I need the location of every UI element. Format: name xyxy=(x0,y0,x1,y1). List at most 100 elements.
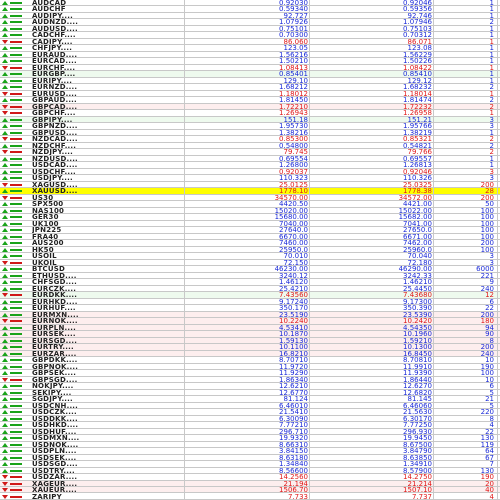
table-row[interactable]: USDDKK.... 6.30090 6.30170 8 xyxy=(0,416,500,423)
ask-cell: 1.50226 xyxy=(403,58,432,65)
table-row[interactable]: USDCNH.... 6.46010 6.46060 5 xyxy=(0,403,500,410)
table-row[interactable]: EURGBP.... 0.85401 0.85410 1 xyxy=(0,71,500,78)
table-row[interactable]: XAUUSD.... 1778.10 1778.38 28 xyxy=(0,188,500,195)
table-row[interactable]: GBPSGD.... 1.86340 1.86440 10 xyxy=(0,376,500,384)
table-row[interactable]: USDCHF.... 0.92037 0.92046 3 xyxy=(0,168,500,176)
table-row[interactable]: USDPLN.... 3.84150 3.84790 64 xyxy=(0,448,500,455)
table-row[interactable]: EURCAD.... 1.50210 1.50226 1 xyxy=(0,58,500,65)
table-row[interactable]: USOIL 70.010 70.040 3 xyxy=(0,253,500,260)
bid-cell: 4.53410 xyxy=(279,324,308,332)
symbol-cell: FRA40 xyxy=(32,233,59,241)
table-row[interactable]: GBPJPY.... 151.18 151.21 3 xyxy=(0,116,500,124)
table-row[interactable]: XAGUSD.... 25.0125 25.0325 200 xyxy=(0,182,500,189)
ask-cell: 8.63850 xyxy=(403,454,432,462)
table-row[interactable]: EURHUF.... 350.170 350.390 22 xyxy=(0,305,500,312)
table-row[interactable]: CADJPY.... 86.060 86.071 1 xyxy=(0,39,500,46)
table-row[interactable]: EURCZK.... 25.4210 25.4450 240 xyxy=(0,286,500,293)
table-row[interactable]: AUDUSD.... 0.75101 0.75103 1 xyxy=(0,26,500,33)
table-row[interactable]: ETHUSD.... 3240.12 3242.33 221 xyxy=(0,273,500,280)
table-row[interactable]: NOKJPY.... 12.6210 12.6270 6 xyxy=(0,383,500,390)
table-row[interactable]: CHFJPY.... 123.05 123.08 1 xyxy=(0,45,500,52)
symbol-cell: USDCHF.... xyxy=(32,168,76,176)
table-row[interactable]: USDCZK.... 21.5410 21.5630 220 xyxy=(0,409,500,416)
table-row[interactable]: GBPSEK.... 11.9290 11.9390 100 xyxy=(0,370,500,377)
table-row[interactable]: EURPLN.... 4.53410 4.54350 94 xyxy=(0,324,500,332)
table-row[interactable]: USDCAD.... 1.26800 1.26813 1 xyxy=(0,162,500,169)
spread-cell: 130 xyxy=(480,467,494,475)
table-row[interactable]: GBPAUD.... 1.81450 1.81474 2 xyxy=(0,97,500,104)
table-row[interactable]: USDHUF.... 296.710 296.930 22 xyxy=(0,429,500,436)
table-row[interactable]: XAGEUR.... 21.194 21.214 20 xyxy=(0,480,500,487)
table-row[interactable]: NZDJPY.... 79.745 79.766 2 xyxy=(0,149,500,156)
table-row[interactable]: AUDCAD 0.92030 0.92046 1 xyxy=(0,0,500,7)
table-row[interactable]: UKOIL 72.150 72.180 3 xyxy=(0,260,500,267)
table-row[interactable]: USDSEK.... 8.63180 8.63850 67 xyxy=(0,454,500,462)
bid-cell: 0.70300 xyxy=(279,32,308,39)
table-row[interactable]: NAS100 15020.00 15022.00 100 xyxy=(0,208,500,215)
table-row[interactable]: AUDJPY.... 92.727 92.746 1 xyxy=(0,13,500,20)
table-row[interactable]: AUDCHF 0.59340 0.59356 1 xyxy=(0,6,500,13)
ask-cell: 1.72232 xyxy=(403,103,432,111)
table-row[interactable]: XAUEUR.... 1506.70 1507.10 40 xyxy=(0,487,500,494)
table-row[interactable]: EURSEK.... 10.1870 10.1960 90 xyxy=(0,331,500,338)
spread-cell: 2 xyxy=(489,19,494,26)
table-row[interactable]: CHFSGD.... 1.46120 1.46210 9 xyxy=(0,279,500,286)
table-row[interactable]: US30 34570.00 34572.00 200 xyxy=(0,195,500,202)
table-row[interactable]: AUDNZD.... 1.07926 1.07946 2 xyxy=(0,19,500,26)
table-row[interactable]: BTCUSD 46230.00 46290.00 6000 xyxy=(0,266,500,273)
table-row[interactable]: JPN225 27640.0 27650.0 100 xyxy=(0,227,500,234)
table-row[interactable]: EURNZD.... 1.68212 1.68232 2 xyxy=(0,84,500,91)
table-row[interactable]: NZDUSD.... 0.69554 0.69557 1 xyxy=(0,156,500,163)
table-row[interactable]: USDHKD.... 7.77210 7.77250 4 xyxy=(0,422,500,429)
symbol-cell: USDCAD.... xyxy=(32,162,78,169)
table-row[interactable]: USDTRY.... 8.56600 8.57900 130 xyxy=(0,467,500,475)
ask-cell: 7.77250 xyxy=(403,422,432,429)
bid-cell: 0.59340 xyxy=(279,6,308,13)
table-row[interactable]: EURHKD.... 9.17240 9.17300 6 xyxy=(0,299,500,306)
table-row[interactable]: SPX500 4420.50 4421.00 50 xyxy=(0,201,500,208)
table-row[interactable]: ZARJPY 7.733 7.737 4 xyxy=(0,494,500,500)
table-row[interactable]: GBPCHF.... 1.26943 1.26958 1 xyxy=(0,110,500,117)
table-row[interactable]: EURNOK.... 10.2240 10.2420 180 xyxy=(0,318,500,325)
table-row[interactable]: GBPUSD.... 1.38216 1.38219 1 xyxy=(0,130,500,137)
spread-cell: 94 xyxy=(485,324,494,332)
spread-cell: 20 xyxy=(485,480,494,487)
table-row[interactable]: USDNOK.... 8.66310 8.67500 119 xyxy=(0,442,500,449)
table-row[interactable]: USDSGD.... 1.34840 1.34910 7 xyxy=(0,461,500,468)
table-row[interactable]: GBPNZD.... 1.95730 1.95766 3 xyxy=(0,123,500,130)
ask-cell: 1.68232 xyxy=(403,84,432,91)
bid-cell: 0.85401 xyxy=(279,71,308,78)
table-row[interactable]: SGDJPY.... 81.124 81.145 21 xyxy=(0,396,500,403)
table-row[interactable]: GBPDKK.... 8.70710 8.70810 10 xyxy=(0,357,500,364)
table-row[interactable]: CADCHF.... 0.70300 0.70312 1 xyxy=(0,32,500,39)
table-row[interactable]: EURAUD.... 1.56216 1.56229 1 xyxy=(0,52,500,59)
table-row[interactable]: NZDCAD.... 0.85300 0.85321 2 xyxy=(0,136,500,143)
table-row[interactable]: EURZAR.... 16.8210 16.8450 240 xyxy=(0,350,500,358)
table-row[interactable]: GBPNOK.... 11.9720 11.9910 190 xyxy=(0,364,500,371)
bid-cell: 1.34840 xyxy=(279,461,308,468)
table-row[interactable]: UK100 7040.00 7041.00 100 xyxy=(0,221,500,228)
table-row[interactable]: EURUSD.... 1.18012 1.18014 1 xyxy=(0,91,500,98)
table-row[interactable]: SEKJPY.... 12.6770 12.6820 5 xyxy=(0,390,500,397)
column-divider xyxy=(309,0,310,500)
table-row[interactable]: EURSGD.... 1.59130 1.59210 8 xyxy=(0,337,500,345)
table-row[interactable]: EURMXN.... 23.5190 23.5390 200 xyxy=(0,311,500,319)
table-row[interactable]: USDMXN.... 19.9320 19.9450 130 xyxy=(0,435,500,442)
table-row[interactable]: EURJPY.... 129.10 129.12 1 xyxy=(0,78,500,85)
table-row[interactable]: EURDKK.... 7.43560 7.43680 12 xyxy=(0,292,500,299)
table-row[interactable]: USDJPY.... 110.323 110.326 3 xyxy=(0,175,500,182)
spread-cell: 2 xyxy=(489,84,494,91)
table-row[interactable]: GBPCAD.... 1.72210 1.72232 2 xyxy=(0,103,500,111)
symbol-cell: CADCHF.... xyxy=(32,32,76,39)
arrow-up-icon xyxy=(2,331,30,337)
ask-cell: 25960.0 xyxy=(403,246,432,254)
table-row[interactable]: EURCHF.... 1.08413 1.08422 1 xyxy=(0,65,500,72)
bid-cell: 1.86340 xyxy=(279,376,308,384)
table-row[interactable]: FRA40 6670.00 6671.00 100 xyxy=(0,233,500,241)
table-row[interactable]: NZDCHF.... 0.54800 0.54821 2 xyxy=(0,143,500,150)
table-row[interactable]: USDZAR.... 14.2560 14.2750 190 xyxy=(0,474,500,481)
table-row[interactable]: EURTRY.... 10.1100 10.1300 200 xyxy=(0,344,500,351)
table-row[interactable]: HK50 25950.0 25960.0 100 xyxy=(0,246,500,254)
table-row[interactable]: GER30 15680.00 15682.00 100 xyxy=(0,214,500,221)
table-row[interactable]: AUS200 7460.00 7462.00 200 xyxy=(0,240,500,247)
